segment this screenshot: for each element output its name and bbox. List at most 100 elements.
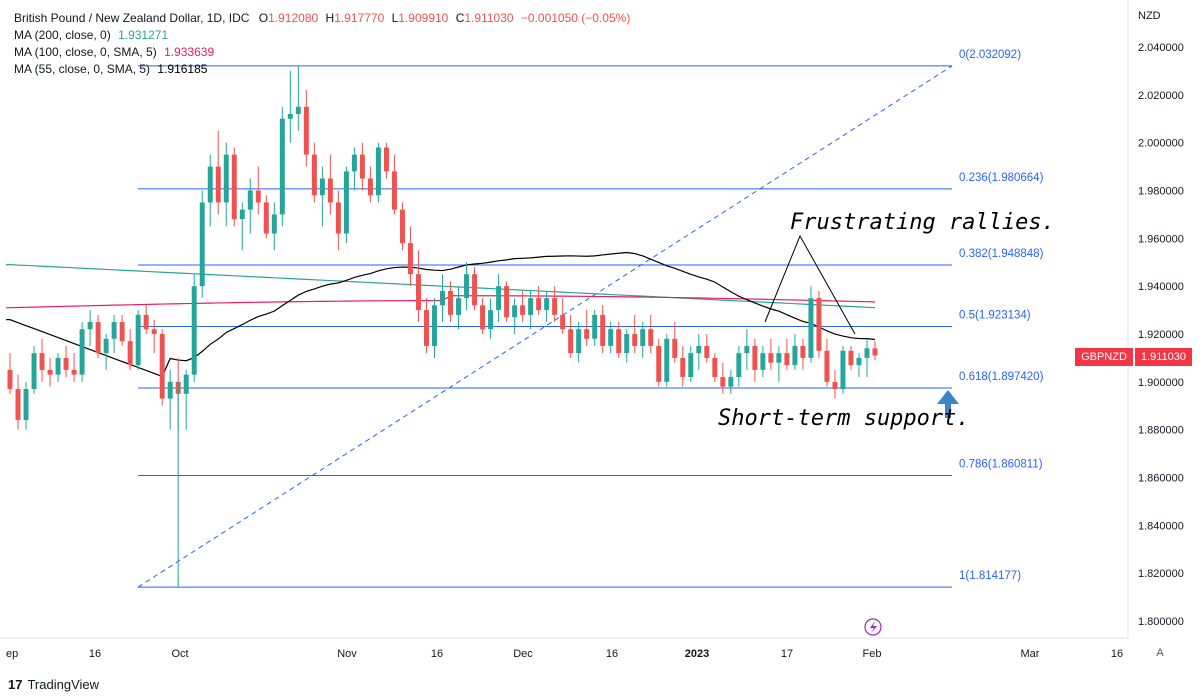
fib-level-label: 0.382(1.948848) <box>959 248 1044 260</box>
price-tick-label: 2.000000 <box>1138 138 1184 150</box>
candle-body <box>7 369 13 390</box>
candle-body <box>159 334 165 399</box>
candle-body <box>704 345 710 358</box>
ohlc-low-label: L <box>391 11 399 25</box>
symbol-header: British Pound / New Zealand Dollar, 1D, … <box>14 10 630 27</box>
ohlc-open: 1.912080 <box>268 11 319 25</box>
candle-body <box>223 154 229 203</box>
candle-body <box>816 298 822 351</box>
ma-55-line <box>6 251 876 378</box>
ma-55-row[interactable]: MA (55, close, 0, SMA, 5) 1.916185 <box>14 61 630 78</box>
time-tick-label: Nov <box>337 648 357 660</box>
fib-level-label: 0.618(1.897420) <box>959 371 1044 383</box>
candle-body <box>760 353 766 370</box>
fib-level-label: 0(2.032092) <box>959 49 1021 61</box>
ma-55-value: 1.916185 <box>157 62 208 76</box>
time-tick-label: Feb <box>863 648 882 660</box>
candle-body <box>343 171 349 234</box>
tradingview-footer[interactable]: 17 TradingView <box>8 677 99 692</box>
price-tick-label: 2.020000 <box>1138 90 1184 102</box>
ohlc-high: 1.917770 <box>334 11 385 25</box>
candle-body <box>23 389 29 421</box>
candle-body <box>423 310 429 346</box>
candle-body <box>504 286 510 318</box>
time-tick-label: 16 <box>89 648 101 660</box>
candle-body <box>15 389 21 421</box>
time-tick-label: Oct <box>171 648 188 660</box>
candle-body <box>608 329 614 346</box>
candle-body <box>399 209 405 244</box>
price-tick-label: 1.980000 <box>1138 186 1184 198</box>
candle-body <box>47 369 53 375</box>
candle-body <box>311 154 317 196</box>
ma-200-row[interactable]: MA (200, close, 0) 1.931271 <box>14 27 630 44</box>
ma-100-row[interactable]: MA (100, close, 0, SMA, 5) 1.933639 <box>14 44 630 61</box>
candle-body <box>375 147 381 196</box>
candle-body <box>464 274 470 299</box>
candle-body <box>560 314 566 330</box>
candle-body <box>440 290 445 306</box>
price-tick-label: 1.880000 <box>1138 425 1184 437</box>
candle-body <box>824 350 830 382</box>
candle-body <box>111 322 117 339</box>
candle-body <box>480 305 486 330</box>
candle-body <box>351 154 357 172</box>
candle-body <box>167 381 173 399</box>
candle-body <box>432 305 437 346</box>
ohlc-high-label: H <box>325 11 335 25</box>
candle-body <box>383 147 389 172</box>
time-axis: ep 16 Oct Nov 16 Dec 16 2023 17 Feb Mar 16 <box>6 648 1123 660</box>
candle-body <box>135 314 141 366</box>
price-tick-label: 1.940000 <box>1138 281 1184 293</box>
ohlc-close: 1.911030 <box>464 11 514 25</box>
candle-body <box>55 357 61 375</box>
candle-body <box>528 298 534 315</box>
price-tick-label: 1.840000 <box>1138 520 1184 532</box>
candle-body <box>488 310 494 330</box>
candle-body <box>472 274 478 306</box>
time-tick-label: 16 <box>606 648 618 660</box>
time-tick-label: 17 <box>781 648 793 660</box>
candle-body <box>872 348 878 356</box>
candle-body <box>544 298 550 311</box>
candle-body <box>31 353 37 390</box>
candle-body <box>688 353 694 378</box>
annotation-short-term-support: Short-term support. <box>718 406 970 431</box>
candle-body <box>520 305 526 315</box>
ma-100-value: 1.933639 <box>164 45 215 59</box>
candle-body <box>512 305 518 318</box>
price-tick-label: 1.860000 <box>1138 473 1184 485</box>
candle-body <box>247 190 253 210</box>
candle-body <box>103 338 109 354</box>
candle-body <box>71 369 77 375</box>
candle-body <box>776 353 782 363</box>
candle-body <box>239 209 245 220</box>
price-tag-value: 1.911030 <box>1134 348 1192 366</box>
candle-body <box>864 348 870 358</box>
candle-body <box>640 329 646 346</box>
candle-body <box>391 171 397 210</box>
candle-body <box>744 345 750 354</box>
candle-body <box>151 329 157 334</box>
candle-body <box>808 298 814 358</box>
candle-body <box>359 154 365 179</box>
ohlc-change: −0.001050 (−0.05%) <box>520 11 631 25</box>
support-up-arrow-icon <box>937 390 959 418</box>
candle-body <box>848 350 854 366</box>
candle-body <box>303 106 309 155</box>
annotation-drawings <box>764 234 959 636</box>
currency-label: NZD <box>1138 10 1161 22</box>
candle-body <box>199 202 205 287</box>
candle-body <box>736 353 742 378</box>
ma-200-value: 1.931271 <box>118 28 169 42</box>
candle-body <box>143 314 149 330</box>
candle-body <box>536 298 542 311</box>
auto-scale-button[interactable]: A <box>1156 647 1164 659</box>
tradingview-logo: 17 <box>8 677 23 692</box>
rally-annotation-lines <box>764 234 856 335</box>
price-tick-label: 1.800000 <box>1138 616 1184 628</box>
ma-100-line <box>6 295 876 309</box>
